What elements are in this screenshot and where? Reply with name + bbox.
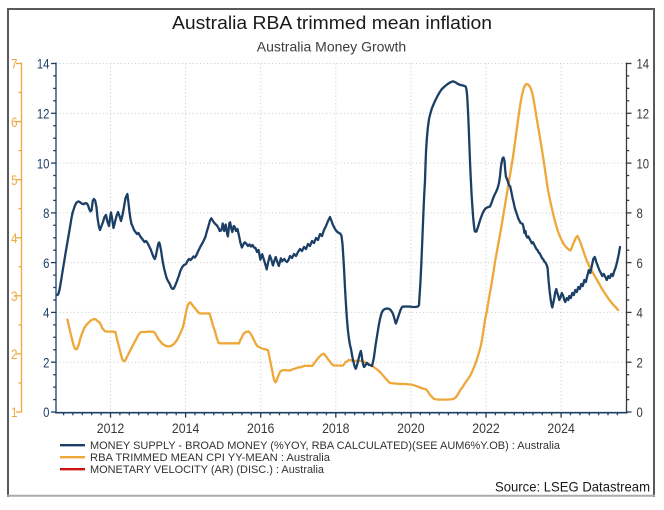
svg-text:4: 4 [637,304,643,321]
svg-text:MONEY SUPPLY - BROAD MONEY (%Y: MONEY SUPPLY - BROAD MONEY (%YOY, RBA CA… [90,440,561,452]
svg-text:2: 2 [637,354,643,371]
svg-text:3: 3 [11,288,17,305]
svg-text:10: 10 [637,155,650,172]
svg-text:2022: 2022 [472,420,499,436]
svg-text:2014: 2014 [172,420,199,436]
svg-text:Australia RBA trimmed mean inf: Australia RBA trimmed mean inflation [172,12,492,33]
svg-text:2024: 2024 [547,420,574,436]
svg-text:MONETARY VELOCITY (AR) (DISC.): MONETARY VELOCITY (AR) (DISC.) : Austral… [90,464,325,476]
svg-text:14: 14 [37,55,50,72]
svg-text:4: 4 [11,230,17,247]
svg-text:2012: 2012 [97,420,124,436]
svg-text:2: 2 [43,354,49,371]
svg-text:0: 0 [637,404,643,421]
svg-text:2020: 2020 [397,420,424,436]
svg-text:Source: LSEG Datastream: Source: LSEG Datastream [495,479,650,495]
svg-text:8: 8 [43,205,49,222]
svg-text:6: 6 [11,114,17,131]
svg-text:5: 5 [11,172,17,189]
svg-text:0: 0 [43,404,49,421]
svg-text:12: 12 [37,105,50,122]
svg-text:1: 1 [11,404,17,421]
svg-text:2016: 2016 [247,420,274,436]
svg-text:RBA TRIMMED MEAN CPI YY-MEAN :: RBA TRIMMED MEAN CPI YY-MEAN : Australia [90,452,331,464]
svg-text:2018: 2018 [322,420,349,436]
svg-text:14: 14 [637,55,650,72]
svg-text:2: 2 [11,346,17,363]
svg-text:7: 7 [11,55,17,72]
svg-text:6: 6 [43,255,49,272]
svg-text:8: 8 [637,205,643,222]
svg-text:Australia Money Growth: Australia Money Growth [257,38,406,54]
svg-text:10: 10 [37,155,50,172]
svg-text:4: 4 [43,304,49,321]
svg-text:6: 6 [637,255,643,272]
svg-text:12: 12 [637,105,650,122]
